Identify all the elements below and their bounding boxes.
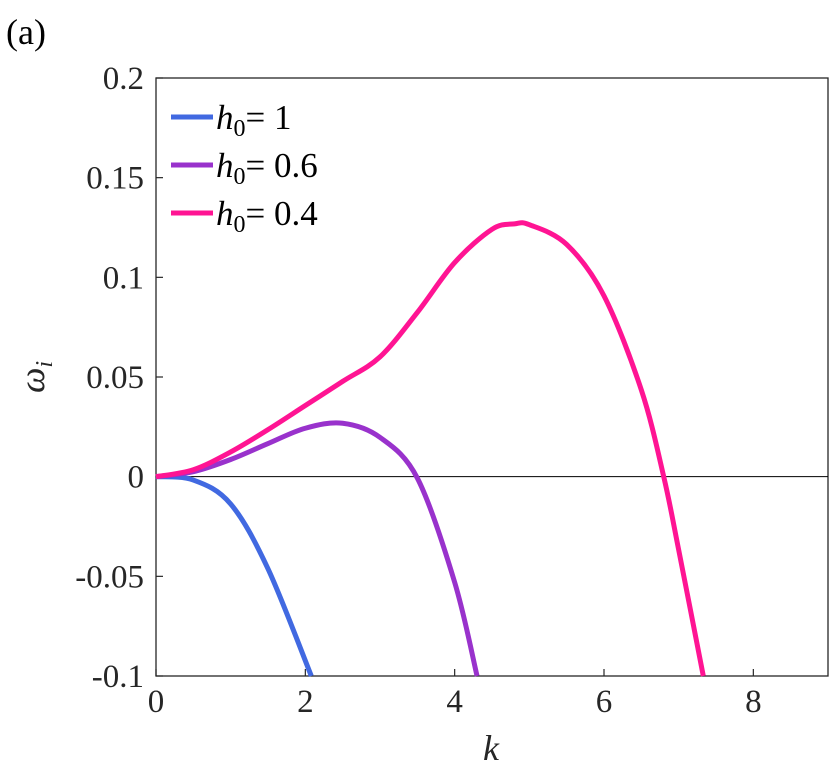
plot-series bbox=[155, 220, 706, 677]
y-axis-label-main: ω bbox=[12, 368, 52, 393]
y-axis-label-sub: i bbox=[32, 361, 58, 368]
y-tick-label: 0.05 bbox=[86, 360, 144, 396]
panel-label: (a) bbox=[6, 12, 46, 52]
legend-entry: h0= 0.6 bbox=[216, 146, 318, 190]
tick-labels: 0 2 4 6 8 -0.1 -0.05 0 0.05 0.1 0.15 0.2 bbox=[75, 61, 761, 720]
series-line-1 bbox=[155, 474, 314, 677]
legend-entry: h0= 1 bbox=[216, 98, 292, 142]
x-tick-label: 2 bbox=[297, 684, 314, 720]
series-line-2 bbox=[155, 420, 480, 677]
x-axis-label: k bbox=[483, 728, 500, 768]
legend: h0= 1h0= 0.6h0= 0.4 bbox=[171, 98, 318, 238]
y-tick-label: -0.1 bbox=[92, 659, 144, 695]
x-tick-label: 0 bbox=[148, 684, 165, 720]
x-tick-label: 6 bbox=[596, 684, 613, 720]
y-axis-label: ωi bbox=[12, 361, 58, 393]
y-tick-label: 0.1 bbox=[103, 260, 144, 296]
y-tick-label: 0 bbox=[128, 460, 145, 496]
series-line-3 bbox=[155, 220, 706, 677]
x-tick-label: 8 bbox=[745, 684, 762, 720]
x-tick-label: 4 bbox=[446, 684, 463, 720]
y-tick-label: 0.2 bbox=[103, 61, 144, 97]
legend-entry: h0= 0.4 bbox=[216, 194, 318, 238]
svg-text:ωi: ωi bbox=[12, 361, 58, 393]
axes-frame bbox=[155, 77, 829, 677]
y-tick-label: 0.15 bbox=[86, 161, 144, 197]
y-tick-label: -0.05 bbox=[75, 559, 144, 595]
